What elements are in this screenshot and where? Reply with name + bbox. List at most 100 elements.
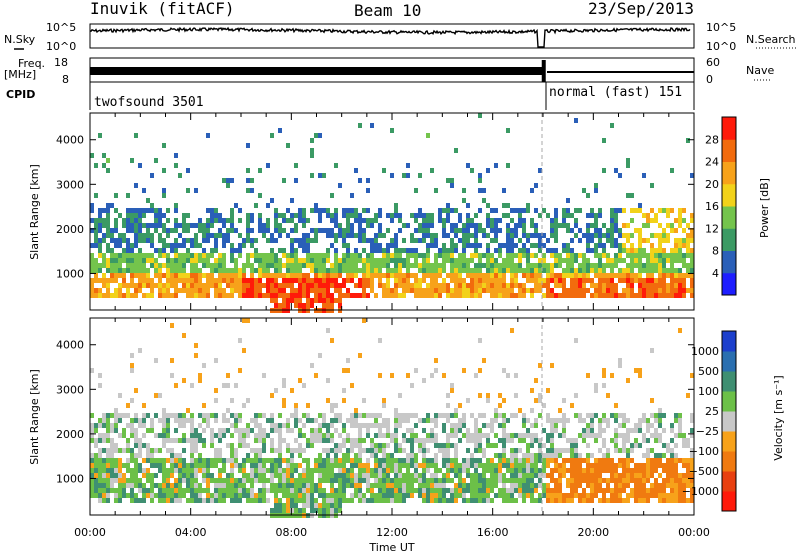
echo-cell — [606, 498, 610, 503]
echo-cell — [614, 403, 618, 408]
echo-cell — [526, 468, 530, 473]
echo-cell — [542, 268, 546, 273]
echo-cell — [102, 468, 106, 473]
echo-cell — [626, 483, 630, 488]
echo-cell — [458, 278, 462, 283]
echo-cell — [474, 228, 478, 233]
echo-cell — [414, 413, 418, 418]
echo-cell — [646, 253, 650, 258]
echo-cell — [298, 453, 302, 458]
echo-cell — [106, 493, 110, 498]
echo-cell — [470, 483, 474, 488]
echo-cell — [498, 288, 502, 293]
echo-cell — [326, 208, 330, 213]
echo-cell — [450, 478, 454, 483]
echo-cell — [306, 463, 310, 468]
echo-cell — [282, 483, 286, 488]
echo-cell — [578, 458, 582, 463]
echo-cell — [482, 433, 486, 438]
echo-cell — [98, 248, 102, 253]
echo-cell — [442, 248, 446, 253]
echo-cell — [478, 273, 482, 278]
echo-cell — [386, 473, 390, 478]
echo-cell — [490, 273, 494, 278]
echo-cell — [486, 273, 490, 278]
echo-cell — [242, 433, 246, 438]
echo-cell — [386, 293, 390, 298]
echo-cell — [194, 498, 198, 503]
echo-cell — [118, 418, 122, 423]
echo-cell — [178, 488, 182, 493]
echo-cell — [490, 223, 494, 228]
echo-cell — [210, 498, 214, 503]
site-title: Inuvik (fitACF) — [90, 0, 235, 18]
echo-cell — [670, 483, 674, 488]
echo-cell — [186, 463, 190, 468]
echo-cell — [206, 423, 210, 428]
echo-cell — [338, 273, 342, 278]
echo-cell — [390, 498, 394, 503]
echo-cell — [98, 268, 102, 273]
echo-cell — [214, 483, 218, 488]
echo-cell — [550, 223, 554, 228]
echo-cell — [642, 293, 646, 298]
echo-cell — [690, 213, 694, 218]
echo-cell — [602, 278, 606, 283]
echo-cell — [126, 228, 130, 233]
echo-cell — [474, 473, 478, 478]
echo-cell — [562, 423, 566, 428]
echo-cell — [594, 383, 598, 388]
echo-cell — [482, 453, 486, 458]
echo-cell — [510, 488, 514, 493]
echo-cell — [426, 293, 430, 298]
echo-cell — [262, 458, 266, 463]
echo-cell — [234, 268, 238, 273]
echo-cell — [546, 448, 550, 453]
echo-cell — [634, 258, 638, 263]
echo-cell — [570, 498, 574, 503]
echo-cell — [118, 493, 122, 498]
echo-cell — [330, 503, 334, 508]
echo-cell — [286, 268, 290, 273]
echo-cell — [658, 418, 662, 423]
echo-cell — [254, 493, 258, 498]
echo-cell — [538, 473, 542, 478]
echo-cell — [218, 488, 222, 493]
echo-cell — [682, 283, 686, 288]
echo-cell — [206, 233, 210, 238]
echo-cell — [446, 178, 450, 183]
echo-cell — [322, 288, 326, 293]
echo-cell — [686, 288, 690, 293]
echo-cell — [118, 258, 122, 263]
echo-cell — [258, 268, 262, 273]
echo-cell — [514, 283, 518, 288]
echo-cell — [278, 488, 282, 493]
echo-cell — [358, 453, 362, 458]
echo-cell — [466, 463, 470, 468]
echo-cell — [294, 288, 298, 293]
echo-cell — [486, 468, 490, 473]
echo-cell — [506, 433, 510, 438]
echo-cell — [142, 403, 146, 408]
echo-cell — [450, 253, 454, 258]
echo-cell — [362, 293, 366, 298]
echo-cell — [318, 273, 322, 278]
echo-cell — [290, 293, 294, 298]
echo-cell — [358, 218, 362, 223]
echo-cell — [186, 253, 190, 258]
echo-cell — [410, 238, 414, 243]
echo-cell — [302, 478, 306, 483]
echo-cell — [538, 398, 542, 403]
echo-cell — [158, 268, 162, 273]
echo-cell — [378, 468, 382, 473]
echo-cell — [130, 293, 134, 298]
echo-cell — [550, 228, 554, 233]
echo-cell — [478, 463, 482, 468]
echo-cell — [530, 268, 534, 273]
echo-cell — [626, 278, 630, 283]
echo-cell — [590, 453, 594, 458]
echo-cell — [218, 273, 222, 278]
echo-cell — [478, 498, 482, 503]
echo-cell — [234, 383, 238, 388]
